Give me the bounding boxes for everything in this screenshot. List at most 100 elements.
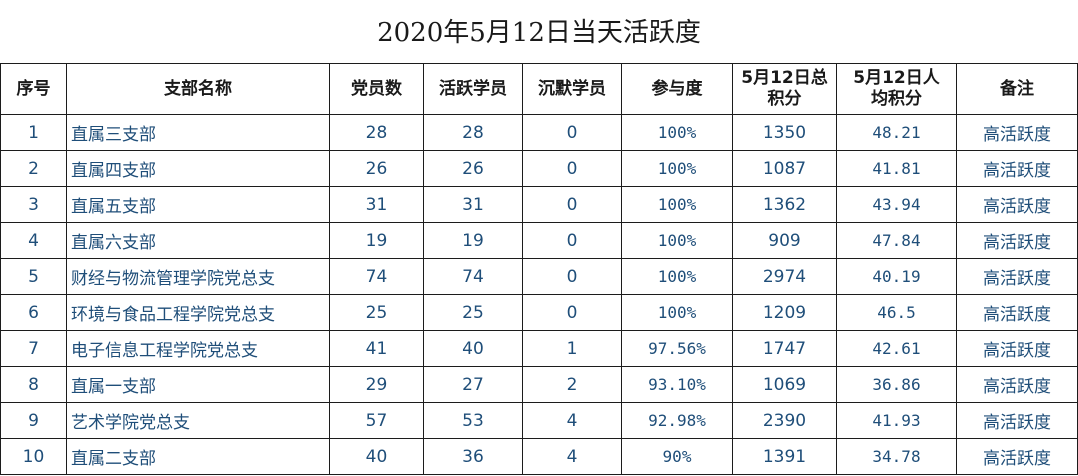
cell-no[interactable]: 9 [0, 402, 67, 439]
cell-remark[interactable]: 高活跃度 [956, 150, 1078, 187]
cell-members[interactable]: 40 [329, 438, 424, 475]
cell-no[interactable]: 5 [0, 258, 67, 295]
cell-name[interactable]: 环境与食品工程学院党总支 [66, 294, 330, 331]
cell-silent[interactable]: 0 [522, 222, 622, 259]
cell-rate[interactable]: 97.56% [621, 330, 733, 367]
cell-remark[interactable]: 高活跃度 [956, 330, 1078, 367]
cell-active[interactable]: 74 [423, 258, 523, 295]
cell-no[interactable]: 4 [0, 222, 67, 259]
cell-silent[interactable]: 4 [522, 402, 622, 439]
cell-remark[interactable]: 高活跃度 [956, 294, 1078, 331]
cell-active[interactable]: 19 [423, 222, 523, 259]
cell-avg[interactable]: 36.86 [836, 366, 957, 403]
cell-no[interactable]: 10 [0, 438, 67, 475]
cell-no[interactable]: 2 [0, 150, 67, 187]
cell-members[interactable]: 29 [329, 366, 424, 403]
cell-avg[interactable]: 42.61 [836, 330, 957, 367]
cell-silent[interactable]: 2 [522, 366, 622, 403]
cell-no[interactable]: 8 [0, 366, 67, 403]
cell-no[interactable]: 1 [0, 114, 67, 151]
cell-total[interactable]: 2390 [732, 402, 837, 439]
cell-total[interactable]: 1747 [732, 330, 837, 367]
cell-silent[interactable]: 0 [522, 294, 622, 331]
cell-name[interactable]: 直属二支部 [66, 438, 330, 475]
cell-rate[interactable]: 100% [621, 150, 733, 187]
cell-total[interactable]: 1391 [732, 438, 837, 475]
cell-active[interactable]: 53 [423, 402, 523, 439]
cell-avg[interactable]: 34.78 [836, 438, 957, 475]
cell-avg[interactable]: 40.19 [836, 258, 957, 295]
cell-total[interactable]: 2974 [732, 258, 837, 295]
cell-members[interactable]: 25 [329, 294, 424, 331]
cell-rate[interactable]: 90% [621, 438, 733, 475]
cell-remark[interactable]: 高活跃度 [956, 186, 1078, 223]
cell-no[interactable]: 7 [0, 330, 67, 367]
cell-members[interactable]: 19 [329, 222, 424, 259]
cell-silent[interactable]: 0 [522, 114, 622, 151]
col-header-rate[interactable]: 参与度 [621, 63, 733, 115]
cell-active[interactable]: 25 [423, 294, 523, 331]
col-header-members[interactable]: 党员数 [329, 63, 424, 115]
cell-remark[interactable]: 高活跃度 [956, 258, 1078, 295]
cell-name[interactable]: 直属一支部 [66, 366, 330, 403]
cell-avg[interactable]: 41.93 [836, 402, 957, 439]
cell-total[interactable]: 1209 [732, 294, 837, 331]
cell-name[interactable]: 直属四支部 [66, 150, 330, 187]
cell-rate[interactable]: 93.10% [621, 366, 733, 403]
cell-no[interactable]: 3 [0, 186, 67, 223]
cell-total[interactable]: 1069 [732, 366, 837, 403]
cell-avg[interactable]: 41.81 [836, 150, 957, 187]
cell-remark[interactable]: 高活跃度 [956, 402, 1078, 439]
cell-remark[interactable]: 高活跃度 [956, 438, 1078, 475]
cell-name[interactable]: 直属六支部 [66, 222, 330, 259]
cell-name[interactable]: 直属三支部 [66, 114, 330, 151]
cell-silent[interactable]: 4 [522, 438, 622, 475]
cell-active[interactable]: 40 [423, 330, 523, 367]
cell-total[interactable]: 1362 [732, 186, 837, 223]
cell-remark[interactable]: 高活跃度 [956, 114, 1078, 151]
cell-no[interactable]: 6 [0, 294, 67, 331]
cell-silent[interactable]: 0 [522, 150, 622, 187]
cell-rate[interactable]: 100% [621, 186, 733, 223]
cell-rate[interactable]: 92.98% [621, 402, 733, 439]
table-row: 2 直属四支部 26 26 0 100% 1087 41.81 高活跃度 [0, 150, 1078, 187]
cell-silent[interactable]: 0 [522, 186, 622, 223]
cell-members[interactable]: 57 [329, 402, 424, 439]
col-header-no[interactable]: 序号 [0, 63, 67, 115]
cell-active[interactable]: 36 [423, 438, 523, 475]
cell-total[interactable]: 1087 [732, 150, 837, 187]
cell-rate[interactable]: 100% [621, 258, 733, 295]
cell-active[interactable]: 28 [423, 114, 523, 151]
cell-avg[interactable]: 47.84 [836, 222, 957, 259]
col-header-name[interactable]: 支部名称 [66, 63, 330, 115]
cell-name[interactable]: 电子信息工程学院党总支 [66, 330, 330, 367]
cell-rate[interactable]: 100% [621, 222, 733, 259]
col-header-active[interactable]: 活跃学员 [423, 63, 523, 115]
cell-members[interactable]: 28 [329, 114, 424, 151]
cell-remark[interactable]: 高活跃度 [956, 222, 1078, 259]
cell-avg[interactable]: 48.21 [836, 114, 957, 151]
cell-total[interactable]: 909 [732, 222, 837, 259]
col-header-silent[interactable]: 沉默学员 [522, 63, 622, 115]
cell-name[interactable]: 艺术学院党总支 [66, 402, 330, 439]
cell-remark[interactable]: 高活跃度 [956, 366, 1078, 403]
cell-rate[interactable]: 100% [621, 114, 733, 151]
cell-name[interactable]: 直属五支部 [66, 186, 330, 223]
col-header-remark[interactable]: 备注 [956, 63, 1078, 115]
cell-members[interactable]: 74 [329, 258, 424, 295]
cell-name[interactable]: 财经与物流管理学院党总支 [66, 258, 330, 295]
cell-rate[interactable]: 100% [621, 294, 733, 331]
cell-active[interactable]: 31 [423, 186, 523, 223]
cell-total[interactable]: 1350 [732, 114, 837, 151]
col-header-avg[interactable]: 5月12日人 均积分 [836, 63, 957, 115]
cell-avg[interactable]: 46.5 [836, 294, 957, 331]
col-header-total[interactable]: 5月12日总 积分 [732, 63, 837, 115]
cell-active[interactable]: 27 [423, 366, 523, 403]
cell-members[interactable]: 41 [329, 330, 424, 367]
cell-avg[interactable]: 43.94 [836, 186, 957, 223]
cell-members[interactable]: 31 [329, 186, 424, 223]
cell-members[interactable]: 26 [329, 150, 424, 187]
cell-silent[interactable]: 1 [522, 330, 622, 367]
cell-silent[interactable]: 0 [522, 258, 622, 295]
cell-active[interactable]: 26 [423, 150, 523, 187]
